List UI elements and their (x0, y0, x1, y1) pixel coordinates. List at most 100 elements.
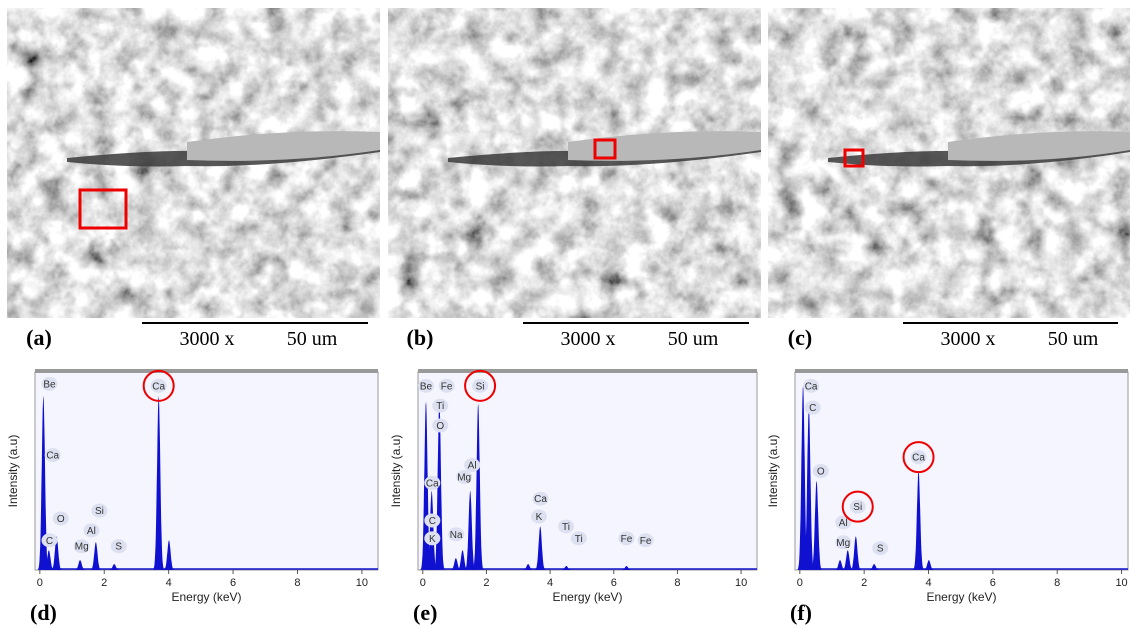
x-tick-label: 0 (420, 577, 426, 589)
x-tick-label: 10 (356, 577, 368, 589)
peak (89, 542, 102, 570)
selection-box (78, 188, 128, 230)
peak-label: Ti (436, 401, 444, 412)
peak (849, 536, 862, 570)
label-bubble (424, 531, 441, 546)
peak (620, 566, 633, 570)
label-bubble (618, 531, 635, 546)
label-bubble (472, 378, 489, 393)
highlight-circle (902, 441, 935, 474)
label-bubble (849, 499, 866, 514)
label-bubble (464, 458, 481, 473)
fiber-light (187, 131, 380, 161)
label-bubble (110, 539, 127, 554)
plot-top-bar (418, 369, 757, 373)
label-bubble (41, 533, 58, 548)
peak-label: Na (450, 530, 463, 541)
plot-area (34, 371, 379, 571)
peak-label: Ca (152, 381, 165, 392)
x-tick-label: 8 (294, 577, 300, 589)
peak-label: O (57, 514, 65, 525)
label-bubble (910, 450, 927, 465)
label-bubble (637, 533, 654, 548)
label-bubble (417, 378, 434, 393)
label-bubble (558, 519, 575, 534)
peak-label: Mg (457, 472, 471, 483)
scale-text: 50 um (668, 328, 719, 350)
peak-label: S (115, 542, 122, 553)
peak (521, 564, 535, 570)
label-bubble (530, 509, 547, 524)
peak (36, 395, 50, 570)
label-bubble (803, 378, 820, 393)
x-tick-label: 6 (611, 577, 617, 589)
peak (162, 540, 176, 570)
label-bubble (804, 400, 821, 415)
peak (833, 560, 847, 570)
peak-label: Ca (534, 494, 547, 505)
peak (456, 550, 469, 570)
x-tick-label: 0 (37, 577, 43, 589)
label-bubble (448, 527, 465, 542)
label-bubble (532, 491, 549, 506)
spectrum: 0 2 4 6 8 10 Energy (keV) Intensity (a.u) (f) Ca C… (766, 369, 1129, 625)
peak (471, 403, 485, 570)
peak (922, 560, 935, 570)
peak-label: Ca (46, 451, 59, 462)
peak (463, 490, 477, 570)
peak-label: Ti (575, 534, 583, 545)
peak-label: Al (468, 461, 477, 472)
peak-label: Fe (640, 536, 652, 547)
label-bubble (570, 531, 587, 546)
label-bubble (150, 378, 167, 393)
label-bubble (456, 469, 473, 484)
x-tick-label: 8 (674, 577, 680, 589)
peak (50, 536, 63, 570)
x-axis-title: Energy (keV) (552, 590, 622, 604)
peak-label: Ca (426, 478, 439, 489)
peak-label: Si (95, 506, 104, 517)
highlight-circle (142, 369, 175, 402)
sem-image: (b) 3000 x 50 um (388, 8, 761, 350)
peak-label: Fe (441, 381, 453, 392)
label-bubble (424, 475, 441, 490)
label-bubble (41, 376, 58, 391)
x-tick-label: 2 (483, 577, 489, 589)
peak (425, 490, 438, 570)
scale-text: 50 um (287, 328, 338, 350)
peak-label: C (46, 536, 53, 547)
peak (841, 550, 854, 570)
peak-label: O (817, 467, 825, 478)
magnification: 3000 x (941, 328, 996, 350)
x-tick-label: 2 (101, 577, 107, 589)
peak-label: Be (420, 381, 433, 392)
fiber-light (948, 131, 1130, 161)
plot-area (794, 371, 1129, 571)
peak-label: Al (839, 518, 848, 529)
x-axis-title: Energy (keV) (926, 590, 996, 604)
label-bubble (835, 535, 852, 550)
x-tick-label: 4 (547, 577, 553, 589)
peak-label: Fe (621, 534, 633, 545)
highlight-circle (841, 490, 874, 523)
spectrum: 0 2 4 6 8 10 Energy (keV) Intensity (a.u) (d) Be C… (6, 369, 379, 625)
peak (802, 407, 815, 570)
magnification: 3000 x (561, 328, 616, 350)
label-bubble (872, 541, 889, 556)
spectrum: 0 2 4 6 8 10 Energy (keV) Intensity (a.u) (e) Be F… (389, 369, 758, 625)
x-tick-label: 4 (925, 577, 931, 589)
peak-label: Ti (562, 522, 570, 533)
peak-label: Si (853, 502, 862, 513)
peak-label: C (809, 403, 816, 414)
panel-label: (d) (30, 600, 57, 625)
peak (867, 564, 881, 570)
peak (42, 550, 55, 570)
x-tick-label: 6 (230, 577, 236, 589)
highlight-circle (464, 369, 497, 402)
peak (560, 566, 573, 570)
peak-label: Ca (805, 381, 818, 392)
label-bubble (73, 539, 90, 554)
sem-image: (c) 3000 x 50 um (768, 8, 1130, 350)
peak-label: K (536, 512, 543, 523)
peak-label: O (436, 421, 444, 432)
